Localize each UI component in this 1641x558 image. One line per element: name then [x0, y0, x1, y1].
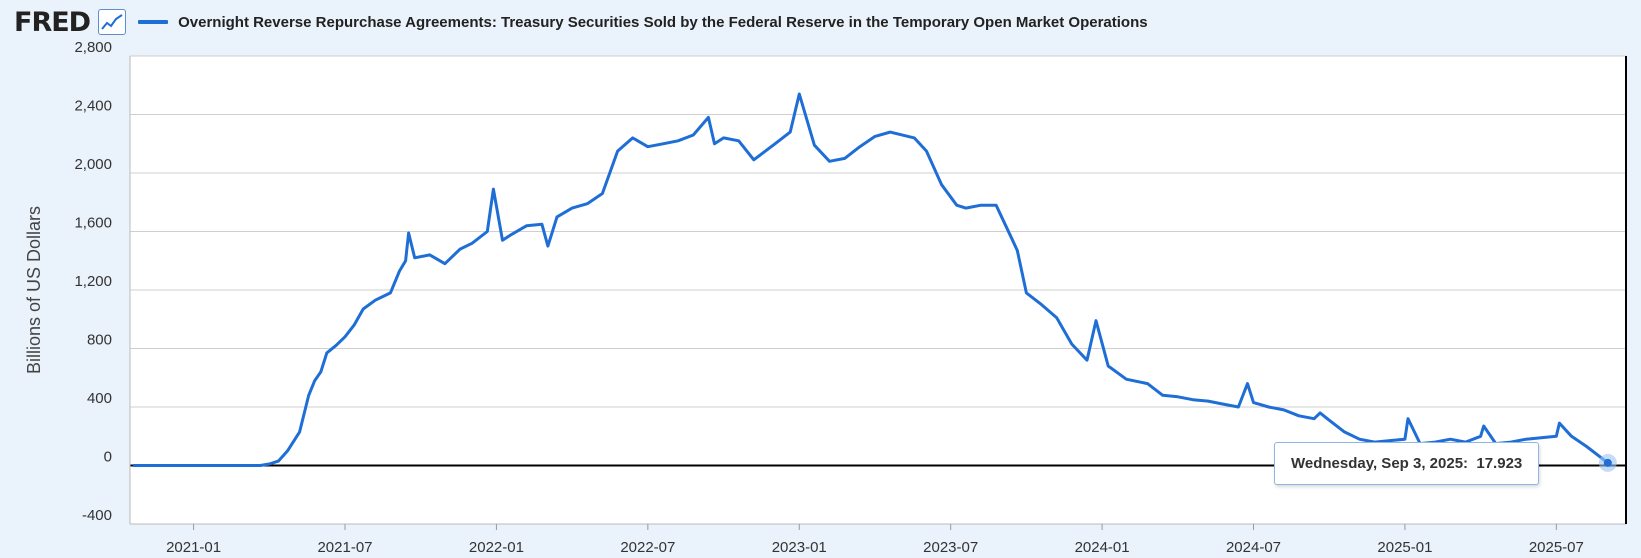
x-tick-label: 2021-07: [317, 539, 372, 556]
x-tick-label: 2024-01: [1075, 539, 1130, 556]
y-tick-label: 2,400: [74, 98, 112, 115]
x-tick-label: 2025-07: [1529, 539, 1584, 556]
y-tick-label: -400: [82, 507, 112, 524]
x-tick-label: 2022-07: [620, 539, 675, 556]
tooltip-value: 17.923: [1476, 455, 1523, 472]
hover-marker[interactable]: [1603, 458, 1612, 467]
fred-logo[interactable]: FRED: [14, 6, 91, 38]
y-axis-label: Billions of US Dollars: [24, 206, 44, 374]
x-tick-label: 2022-01: [469, 539, 524, 556]
y-tick-label: 2,000: [74, 156, 112, 173]
x-tick-label: 2023-01: [772, 539, 827, 556]
y-tick-label: 800: [87, 332, 112, 349]
x-tick-label: 2021-01: [166, 539, 221, 556]
legend-swatch: [138, 20, 169, 24]
y-tick-label: 2,800: [74, 39, 112, 56]
trend-icon[interactable]: [98, 9, 127, 35]
x-tick-label: 2023-07: [923, 539, 978, 556]
chart-title: Overnight Reverse Repurchase Agreements:…: [178, 13, 1148, 31]
x-tick-label: 2024-07: [1226, 539, 1281, 556]
chart-header: FRED Overnight Reverse Repurchase Agreem…: [14, 5, 1148, 39]
series-line[interactable]: [133, 92, 1609, 467]
data-tooltip: Wednesday, Sep 3, 2025: 17.923: [1274, 442, 1540, 485]
x-tick-label: 2025-01: [1377, 539, 1432, 556]
y-tick-label: 0: [104, 449, 112, 466]
tooltip-date: Wednesday, Sep 3, 2025:: [1291, 455, 1469, 472]
y-tick-label: 400: [87, 390, 112, 407]
y-tick-label: 1,600: [74, 215, 112, 232]
y-tick-label: 1,200: [74, 273, 112, 290]
